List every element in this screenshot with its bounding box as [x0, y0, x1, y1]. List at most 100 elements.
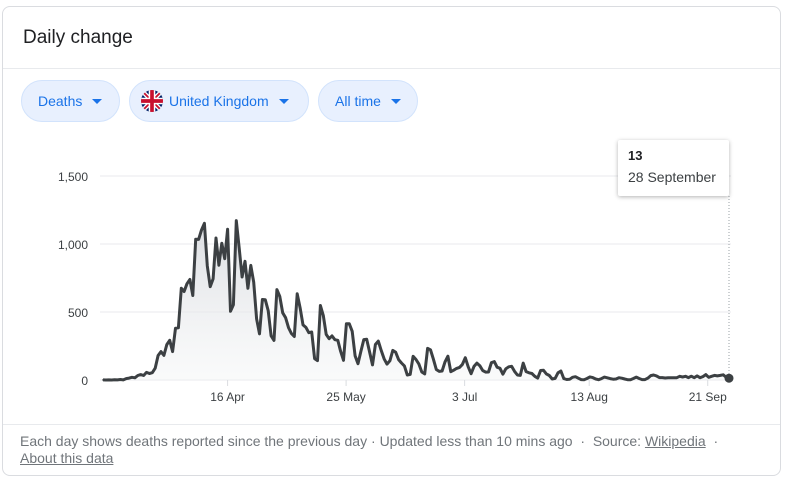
data-point: [168, 339, 171, 342]
wikipedia-link[interactable]: Wikipedia: [644, 433, 706, 449]
data-point: [386, 363, 388, 365]
y-tick-label: 1,000: [58, 238, 88, 252]
data-point: [377, 340, 380, 342]
data-point: [371, 364, 374, 366]
chevron-down-icon: [278, 98, 289, 104]
data-point: [586, 377, 588, 380]
data-point: [102, 379, 104, 381]
data-point: [681, 376, 684, 378]
data-point: [397, 358, 400, 361]
chevron-down-icon: [92, 98, 103, 104]
data-point: [447, 355, 449, 357]
data-point: [493, 360, 496, 363]
selected-point[interactable]: [724, 373, 734, 383]
data-point: [125, 377, 127, 380]
data-point: [310, 331, 313, 333]
data-point: [476, 362, 478, 364]
data-point: [368, 351, 371, 353]
data-point: [644, 378, 646, 381]
data-point: [403, 365, 406, 367]
data-point: [441, 370, 443, 372]
data-point: [270, 335, 272, 337]
data-point: [302, 324, 304, 326]
footer-updated: Updated less than 10 mins ago: [379, 433, 573, 449]
metric-dropdown[interactable]: Deaths: [21, 80, 120, 122]
data-point: [418, 363, 420, 365]
data-point: [594, 378, 597, 380]
y-tick-label: 1,500: [58, 170, 88, 184]
data-point: [623, 378, 626, 380]
separator: ·: [580, 433, 586, 449]
region-dropdown[interactable]: United Kingdom: [129, 80, 309, 122]
data-point: [192, 294, 194, 297]
data-point: [279, 295, 281, 298]
data-point: [481, 369, 484, 372]
data-point: [105, 379, 107, 381]
data-point: [563, 377, 565, 380]
data-point: [229, 310, 232, 313]
data-point: [113, 378, 116, 381]
data-point: [519, 374, 522, 377]
data-point: [108, 379, 110, 381]
data-point: [502, 373, 504, 375]
footer-divider: [3, 424, 780, 425]
y-tick-label: 0: [81, 374, 88, 388]
data-point: [528, 372, 530, 374]
data-point: [516, 374, 519, 376]
data-point: [137, 374, 139, 377]
data-point: [131, 376, 133, 379]
separator: ·: [371, 433, 376, 449]
data-point: [574, 375, 577, 378]
data-point: [423, 373, 426, 375]
data-point: [560, 370, 562, 372]
data-point: [667, 377, 669, 379]
data-point: [629, 378, 632, 381]
data-point: [235, 219, 238, 222]
data-point: [406, 374, 409, 376]
data-point: [426, 347, 429, 350]
data-point: [490, 361, 493, 364]
data-point: [264, 299, 267, 301]
data-point: [281, 312, 284, 314]
range-label: All time: [335, 93, 381, 109]
data-point: [400, 362, 403, 364]
data-point: [548, 374, 551, 377]
data-point: [699, 376, 701, 379]
data-point: [348, 323, 351, 325]
data-point: [531, 372, 533, 375]
about-data-link[interactable]: About this data: [20, 450, 114, 466]
data-point: [510, 365, 513, 368]
daily-deaths-chart[interactable]: 0 500 1,000 1,500 16 Apr 25 May 3 Jul 13 Aug 21…: [0, 140, 788, 420]
data-point: [542, 369, 545, 372]
data-point: [690, 375, 693, 377]
data-point: [484, 371, 487, 373]
tooltip: 13 28 September: [618, 140, 729, 196]
data-point: [319, 304, 322, 307]
data-point: [597, 378, 600, 381]
y-tick-label: 500: [68, 306, 88, 320]
data-point: [394, 351, 397, 354]
data-point: [383, 358, 385, 360]
data-point: [589, 376, 591, 378]
data-point: [609, 377, 611, 380]
data-point: [142, 374, 145, 377]
data-point: [174, 327, 177, 329]
data-point: [673, 376, 675, 379]
data-point: [226, 228, 229, 231]
x-tick-label: 16 Apr: [210, 390, 245, 404]
data-point: [513, 370, 516, 373]
range-dropdown[interactable]: All time: [318, 80, 418, 122]
data-point: [479, 364, 481, 367]
data-point: [313, 357, 316, 360]
data-point: [722, 374, 724, 376]
data-point: [116, 379, 119, 381]
data-point: [615, 378, 617, 380]
data-point: [618, 376, 620, 379]
data-point: [647, 377, 649, 379]
data-point: [203, 222, 206, 225]
data-point: [658, 376, 661, 379]
data-point: [583, 378, 585, 381]
data-point: [626, 378, 629, 381]
data-point: [171, 350, 174, 353]
data-point: [641, 378, 643, 381]
